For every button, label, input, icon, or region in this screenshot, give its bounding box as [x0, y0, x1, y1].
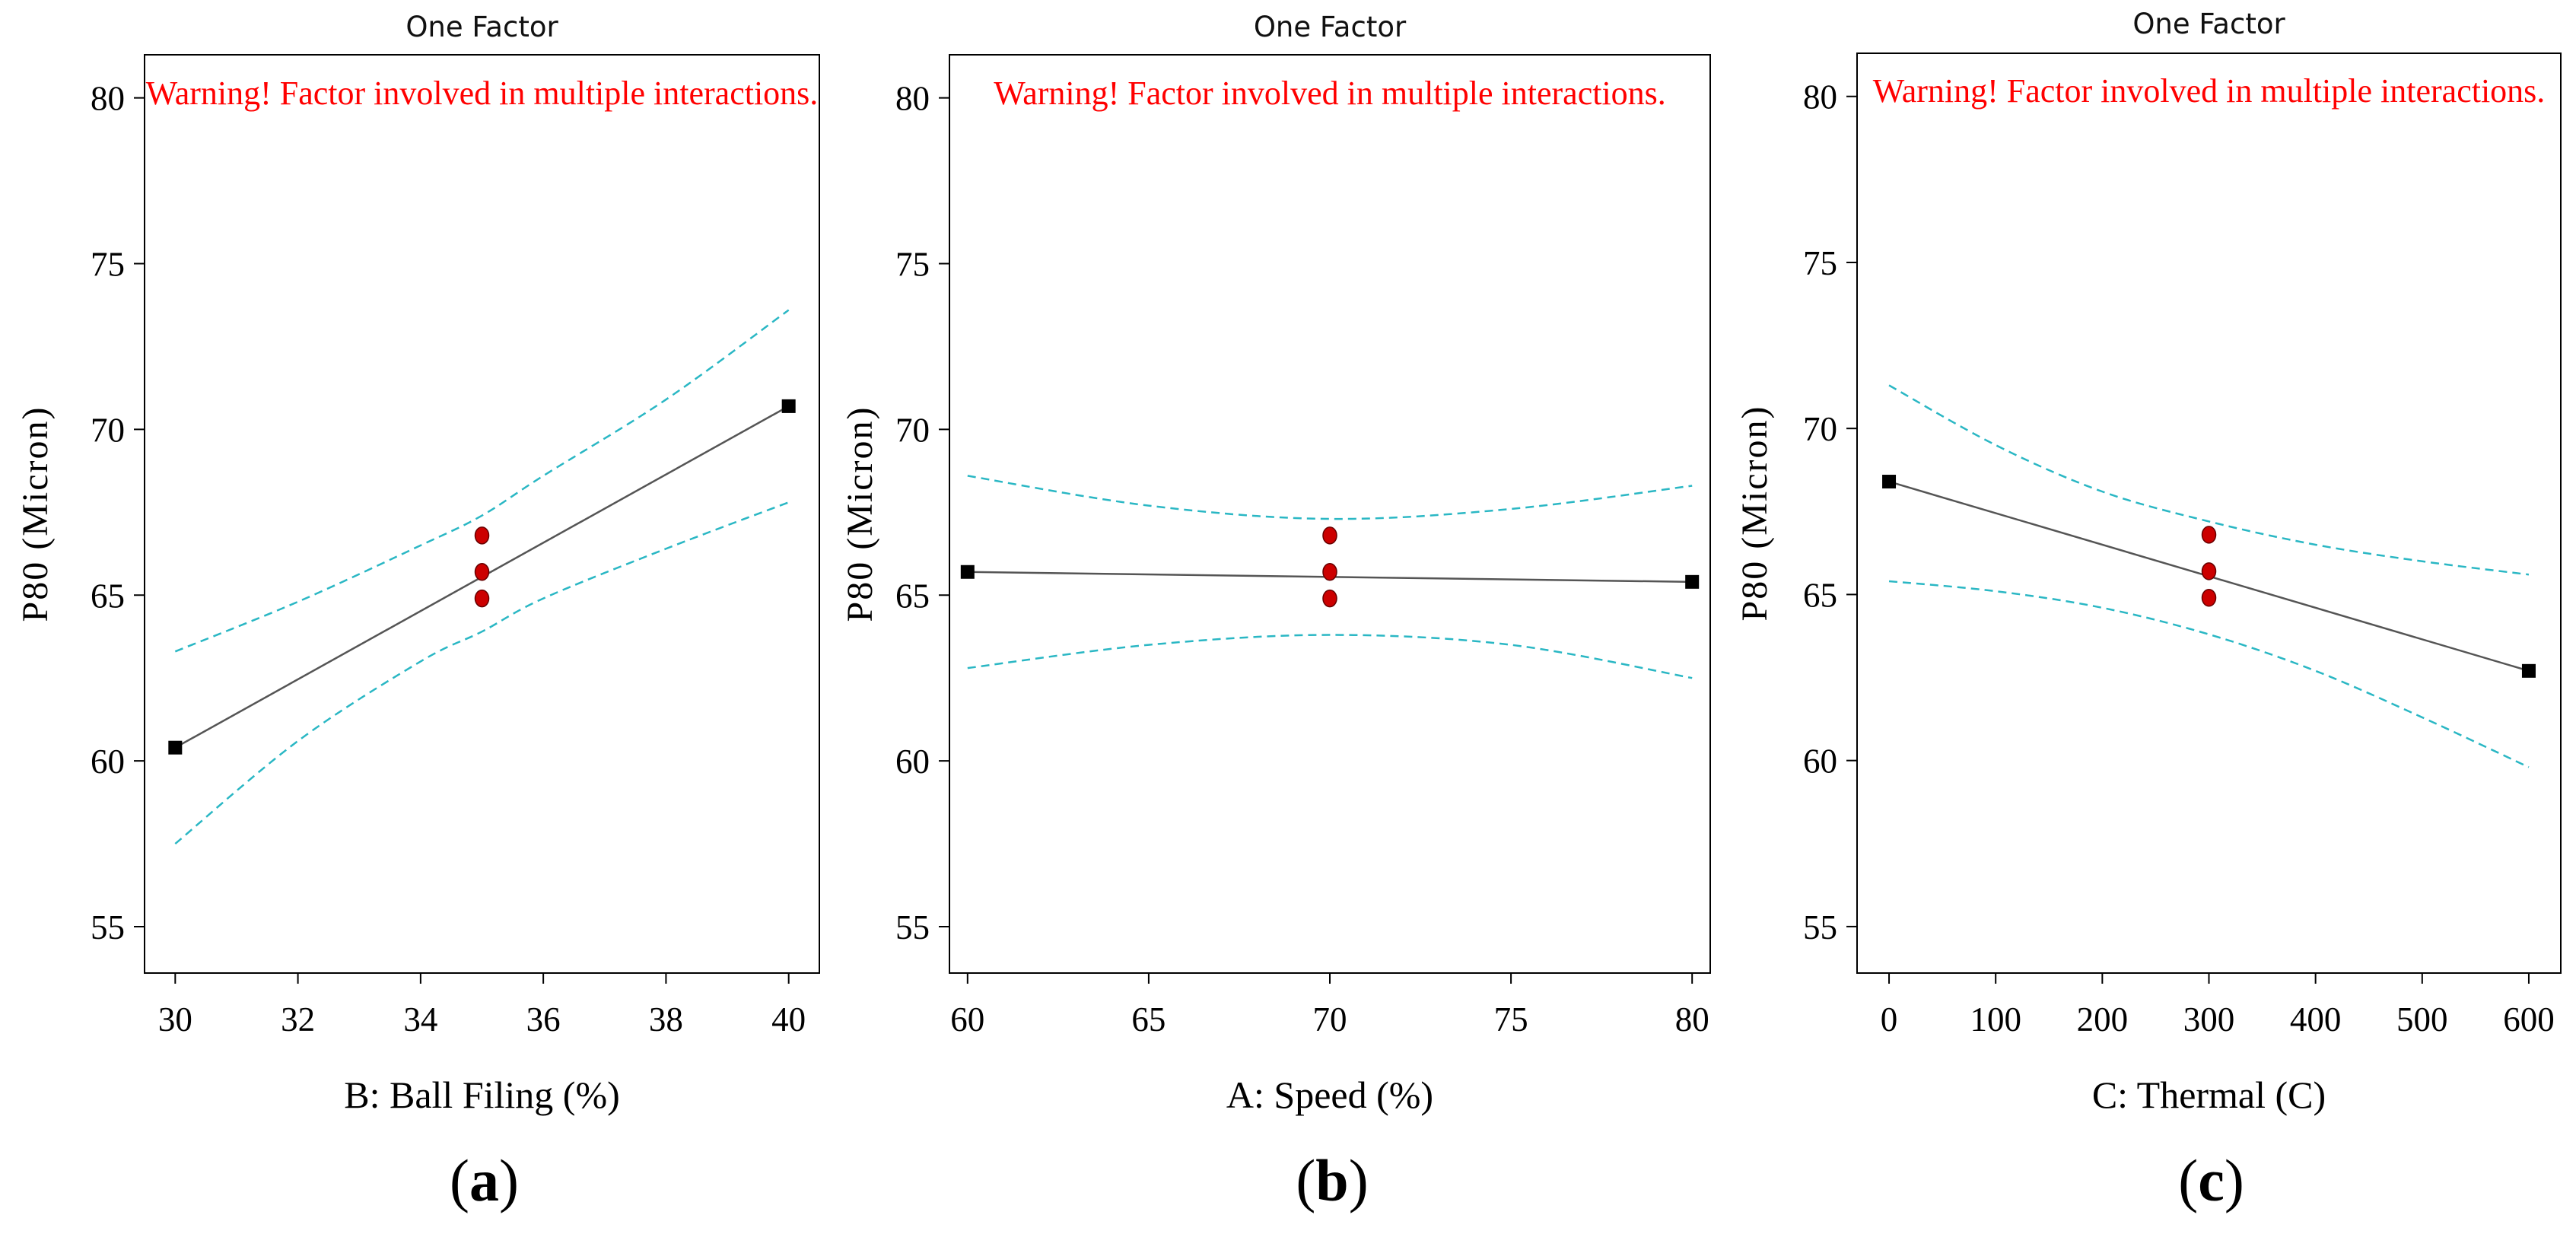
chart-title: One Factor: [1254, 11, 1407, 43]
panel-caption: (b): [1296, 1147, 1368, 1213]
plot-frame: [144, 54, 820, 974]
chart-panel-b: One Factor Warning! Factor involved in mu…: [840, 11, 1711, 1213]
center-point: [474, 589, 490, 608]
lower-ci-line: [967, 634, 1693, 679]
y-tick-label: 75: [895, 246, 930, 284]
x-tick-label: 30: [158, 1000, 192, 1038]
x-tick-label: 500: [2396, 1000, 2448, 1038]
y-tick-label: 70: [1803, 410, 1837, 448]
center-point: [2201, 526, 2217, 544]
x-tick-label: 0: [1881, 1000, 1898, 1038]
x-axis-label: A: Speed (%): [1226, 1073, 1433, 1116]
caption-letter: a: [469, 1147, 499, 1213]
design-point: [2521, 663, 2536, 678]
x-tick-label: 80: [1675, 1000, 1709, 1038]
x-tick-label: 65: [1131, 1000, 1166, 1038]
panel-caption: (c): [2178, 1147, 2244, 1213]
x-tick-label: 40: [771, 1000, 806, 1038]
caption-letter: b: [1315, 1147, 1348, 1213]
x-axis-label: C: Thermal (C): [2092, 1073, 2326, 1116]
lower-ci-line: [1888, 580, 2530, 768]
y-tick-label: 65: [1803, 576, 1837, 614]
center-point: [2201, 589, 2217, 607]
y-tick-label: 55: [1803, 908, 1837, 946]
y-axis-label: P80 (Micron): [840, 406, 880, 622]
x-tick-label: 300: [2183, 1000, 2235, 1038]
x-tick-label: 400: [2290, 1000, 2342, 1038]
chart-title: One Factor: [2132, 8, 2285, 40]
y-tick-label: 60: [895, 743, 930, 781]
warning-text: Warning! Factor involved in multiple int…: [1873, 72, 2546, 110]
x-tick-label: 60: [950, 1000, 984, 1038]
y-tick-label: 70: [895, 411, 930, 449]
y-tick-label: 65: [91, 577, 125, 615]
y-axis-label: P80 (Micron): [15, 406, 56, 622]
x-tick-label: 75: [1494, 1000, 1528, 1038]
y-tick-label: 75: [91, 246, 125, 284]
caption-close-paren: ): [499, 1147, 519, 1213]
lower-ci-line: [174, 501, 790, 845]
panel-caption: (a): [450, 1147, 519, 1213]
caption-open-paren: (: [450, 1147, 469, 1213]
caption-open-paren: (: [1296, 1147, 1315, 1213]
y-tick-label: 60: [91, 743, 125, 781]
x-axis-label: B: Ball Filing (%): [344, 1073, 620, 1116]
center-point: [1322, 563, 1337, 581]
plot-frame: [1856, 52, 2562, 974]
x-tick-label: 36: [526, 1000, 561, 1038]
x-tick-label: 600: [2503, 1000, 2555, 1038]
center-point: [2201, 562, 2217, 580]
x-tick-label: 38: [649, 1000, 683, 1038]
center-point: [1322, 526, 1337, 545]
center-point: [1322, 589, 1337, 608]
y-tick-label: 80: [91, 80, 125, 118]
x-tick-label: 70: [1313, 1000, 1347, 1038]
warning-text: Warning! Factor involved in multiple int…: [994, 75, 1666, 112]
warning-text: Warning! Factor involved in multiple int…: [146, 75, 819, 112]
y-tick-label: 60: [1803, 743, 1837, 781]
x-tick-label: 200: [2077, 1000, 2129, 1038]
center-point: [474, 563, 490, 581]
x-tick-label: 34: [403, 1000, 437, 1038]
design-point: [960, 565, 975, 579]
chart-panel-c: One Factor Warning! Factor involved in mu…: [1735, 8, 2562, 1213]
y-tick-label: 55: [91, 908, 125, 946]
center-point: [474, 526, 490, 545]
upper-ci-line: [174, 309, 790, 653]
y-tick-label: 70: [91, 411, 125, 449]
y-tick-label: 80: [1803, 78, 1837, 116]
y-tick-label: 80: [895, 80, 930, 118]
design-point: [781, 399, 796, 413]
caption-letter: c: [2198, 1147, 2225, 1213]
design-point: [1882, 475, 1897, 489]
design-point: [168, 740, 183, 755]
y-axis-label: P80 (Micron): [1735, 406, 1775, 622]
y-tick-label: 75: [1803, 244, 1837, 282]
caption-close-paren: ): [1349, 1147, 1369, 1213]
caption-open-paren: (: [2178, 1147, 2198, 1213]
upper-ci-line: [1888, 384, 2530, 576]
upper-ci-line: [967, 475, 1693, 520]
y-tick-label: 55: [895, 908, 930, 946]
x-tick-label: 100: [1970, 1000, 2021, 1038]
y-tick-label: 65: [895, 577, 930, 615]
caption-close-paren: ): [2225, 1147, 2244, 1213]
chart-title: One Factor: [405, 11, 558, 43]
chart-panel-a: One Factor Warning! Factor involved in mu…: [15, 11, 820, 1213]
x-tick-label: 32: [281, 1000, 315, 1038]
design-point: [1685, 574, 1700, 589]
plot-frame: [949, 54, 1711, 974]
